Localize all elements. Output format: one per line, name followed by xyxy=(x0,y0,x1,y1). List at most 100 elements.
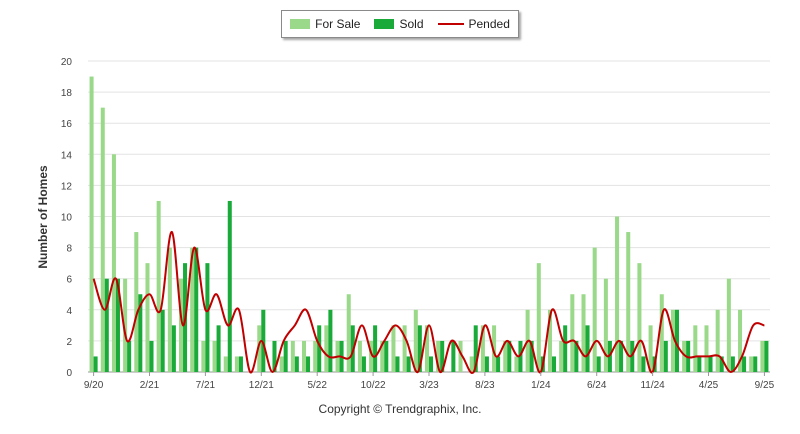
for-sale-bar[interactable] xyxy=(704,325,709,372)
sold-bar[interactable] xyxy=(596,356,601,372)
for-sale-bar[interactable] xyxy=(637,263,642,372)
sold-bar[interactable] xyxy=(473,325,478,372)
sold-bar[interactable] xyxy=(619,340,624,372)
sold-bar[interactable] xyxy=(663,340,668,372)
for-sale-bar[interactable] xyxy=(626,232,631,372)
sold-bar[interactable] xyxy=(238,356,243,372)
sold-bar[interactable] xyxy=(708,356,713,372)
sold-bar[interactable] xyxy=(283,340,288,372)
for-sale-bar[interactable] xyxy=(693,325,698,372)
for-sale-bar[interactable] xyxy=(290,340,295,372)
legend-item-for-sale[interactable]: For Sale xyxy=(290,17,360,31)
sold-bar[interactable] xyxy=(607,340,612,372)
sold-bar[interactable] xyxy=(272,340,277,372)
sold-bar[interactable] xyxy=(585,325,590,372)
sold-bar[interactable] xyxy=(127,340,132,372)
sold-bar[interactable] xyxy=(373,325,378,372)
sold-bar[interactable] xyxy=(149,340,154,372)
sold-bar[interactable] xyxy=(171,325,176,372)
for-sale-bar[interactable] xyxy=(514,356,519,372)
sold-bar[interactable] xyxy=(194,247,199,372)
for-sale-bar[interactable] xyxy=(492,325,497,372)
sold-bar[interactable] xyxy=(429,356,434,372)
sold-bar[interactable] xyxy=(317,325,322,372)
sold-bar[interactable] xyxy=(115,278,120,372)
for-sale-bar[interactable] xyxy=(480,325,485,372)
sold-bar[interactable] xyxy=(563,325,568,372)
sold-bar[interactable] xyxy=(742,356,747,372)
for-sale-bar[interactable] xyxy=(503,340,508,372)
sold-bar[interactable] xyxy=(104,278,109,372)
sold-bar[interactable] xyxy=(630,340,635,372)
for-sale-bar[interactable] xyxy=(100,107,105,373)
for-sale-bar[interactable] xyxy=(279,356,284,372)
sold-bar[interactable] xyxy=(361,356,366,372)
for-sale-bar[interactable] xyxy=(603,278,608,372)
sold-bar[interactable] xyxy=(306,356,311,372)
for-sale-bar[interactable] xyxy=(436,340,441,372)
sold-bar[interactable] xyxy=(574,340,579,372)
for-sale-bar[interactable] xyxy=(458,340,463,372)
for-sale-bar[interactable] xyxy=(257,325,262,372)
sold-bar[interactable] xyxy=(395,356,400,372)
for-sale-bar[interactable] xyxy=(760,340,765,372)
sold-bar[interactable] xyxy=(384,340,389,372)
sold-bar[interactable] xyxy=(138,294,143,372)
sold-bar[interactable] xyxy=(551,356,557,372)
sold-bar[interactable] xyxy=(529,340,534,372)
sold-bar[interactable] xyxy=(451,340,456,372)
for-sale-bar[interactable] xyxy=(648,325,653,372)
sold-bar[interactable] xyxy=(674,309,679,372)
for-sale-bar[interactable] xyxy=(469,356,474,372)
for-sale-bar[interactable] xyxy=(615,216,620,373)
for-sale-bar[interactable] xyxy=(715,309,720,372)
sold-bar[interactable] xyxy=(328,309,333,372)
for-sale-bar[interactable] xyxy=(670,309,675,372)
for-sale-bar[interactable] xyxy=(223,356,228,372)
for-sale-bar[interactable] xyxy=(201,340,206,372)
for-sale-bar[interactable] xyxy=(559,340,564,372)
legend-item-sold[interactable]: Sold xyxy=(374,17,424,31)
sold-bar[interactable] xyxy=(719,356,724,372)
sold-bar[interactable] xyxy=(227,200,232,372)
for-sale-bar[interactable] xyxy=(749,356,754,372)
for-sale-bar[interactable] xyxy=(145,263,150,372)
sold-bar[interactable] xyxy=(216,325,221,372)
for-sale-bar[interactable] xyxy=(301,340,307,372)
for-sale-bar[interactable] xyxy=(592,247,597,372)
for-sale-bar[interactable] xyxy=(402,325,407,372)
for-sale-bar[interactable] xyxy=(156,200,161,372)
sold-bar[interactable] xyxy=(160,309,165,372)
for-sale-bar[interactable] xyxy=(726,278,731,372)
for-sale-bar[interactable] xyxy=(357,340,362,372)
for-sale-bar[interactable] xyxy=(234,356,239,372)
sold-bar[interactable] xyxy=(496,356,501,372)
for-sale-bar[interactable] xyxy=(536,263,541,372)
for-sale-bar[interactable] xyxy=(190,247,195,372)
for-sale-bar[interactable] xyxy=(324,325,329,372)
sold-bar[interactable] xyxy=(294,356,299,372)
sold-bar[interactable] xyxy=(730,356,735,372)
for-sale-bar[interactable] xyxy=(179,278,184,372)
for-sale-bar[interactable] xyxy=(738,309,743,372)
sold-bar[interactable] xyxy=(697,356,702,372)
for-sale-bar[interactable] xyxy=(89,76,94,373)
sold-bar[interactable] xyxy=(641,356,646,372)
for-sale-bar[interactable] xyxy=(123,278,128,372)
for-sale-bar[interactable] xyxy=(134,232,139,372)
sold-bar[interactable] xyxy=(261,309,266,372)
sold-bar[interactable] xyxy=(484,356,489,372)
sold-bar[interactable] xyxy=(406,356,411,372)
sold-bar[interactable] xyxy=(93,356,98,372)
sold-bar[interactable] xyxy=(205,263,210,372)
for-sale-bar[interactable] xyxy=(413,309,418,372)
for-sale-bar[interactable] xyxy=(167,247,172,372)
for-sale-bar[interactable] xyxy=(547,309,552,372)
for-sale-bar[interactable] xyxy=(659,294,664,372)
sold-bar[interactable] xyxy=(507,340,512,372)
sold-bar[interactable] xyxy=(518,340,523,372)
for-sale-bar[interactable] xyxy=(570,294,575,372)
sold-bar[interactable] xyxy=(753,356,758,372)
for-sale-bar[interactable] xyxy=(346,294,351,372)
for-sale-bar[interactable] xyxy=(380,340,385,372)
